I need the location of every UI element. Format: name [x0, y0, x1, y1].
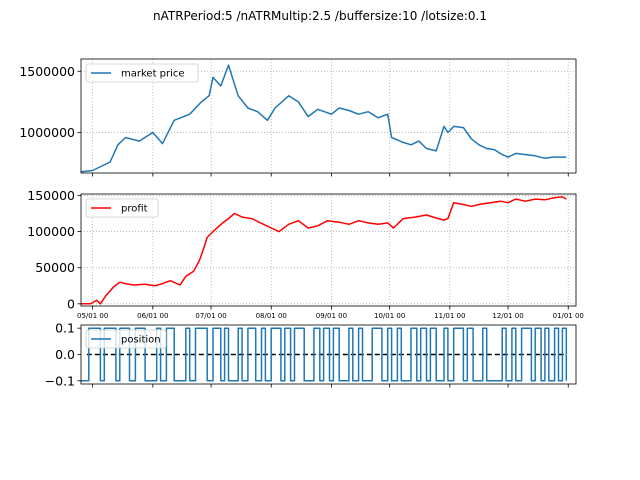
y-tick-label: −0.1 — [45, 373, 75, 388]
series-line-position — [81, 327, 568, 382]
x-tick-label: 08/01 00 — [256, 312, 287, 320]
series-line-market-price — [80, 64, 567, 173]
axes-frame — [80, 58, 577, 174]
panel-top: 1000000 1500000 market price — [19, 58, 577, 177]
legend-bottom: position — [85, 329, 167, 349]
legend-label: profit — [121, 204, 148, 215]
y-tick-label: 100000 — [27, 224, 75, 239]
axes-frame — [80, 193, 577, 307]
legend-box — [85, 198, 159, 218]
x-tick-label: 11/01 00 — [434, 312, 465, 320]
x-tick-label: 09/01 00 — [316, 312, 347, 320]
x-tick-label: 07/01 00 — [195, 312, 226, 320]
legend-box — [85, 329, 167, 349]
legend-box — [85, 63, 199, 83]
y-tick-label: 50000 — [35, 260, 75, 275]
y-tick-label: 0.0 — [55, 347, 75, 362]
y-tick-label: 1500000 — [19, 64, 75, 79]
legend-label: position — [121, 335, 161, 346]
figure-suptitle: nATRPeriod:5 /nATRMultip:2.5 /buffersize… — [153, 9, 487, 23]
x-tick-label: 05/01 00 — [77, 312, 108, 320]
y-tick-label: 150000 — [27, 188, 75, 203]
panel-bottom: −0.1 0.0 0.1 position — [45, 321, 577, 388]
legend-middle: profit — [85, 198, 159, 218]
x-tick-label: 01/01 00 — [553, 312, 584, 320]
x-tick-label: 12/01 00 — [492, 312, 523, 320]
y-tick-label: 0 — [67, 296, 75, 311]
series-line-profit — [81, 196, 567, 305]
panel-middle: 0 50000 100000 150000 05/01 00 06/01 00 07/01 … — [27, 188, 584, 320]
y-tick-label: 1000000 — [19, 125, 75, 140]
legend-label: market price — [121, 69, 185, 80]
y-tick-label: 0.1 — [55, 321, 75, 336]
x-tick-label: 06/01 00 — [137, 312, 168, 320]
legend-top: market price — [85, 63, 199, 83]
x-tick-label: 10/01 00 — [374, 312, 405, 320]
